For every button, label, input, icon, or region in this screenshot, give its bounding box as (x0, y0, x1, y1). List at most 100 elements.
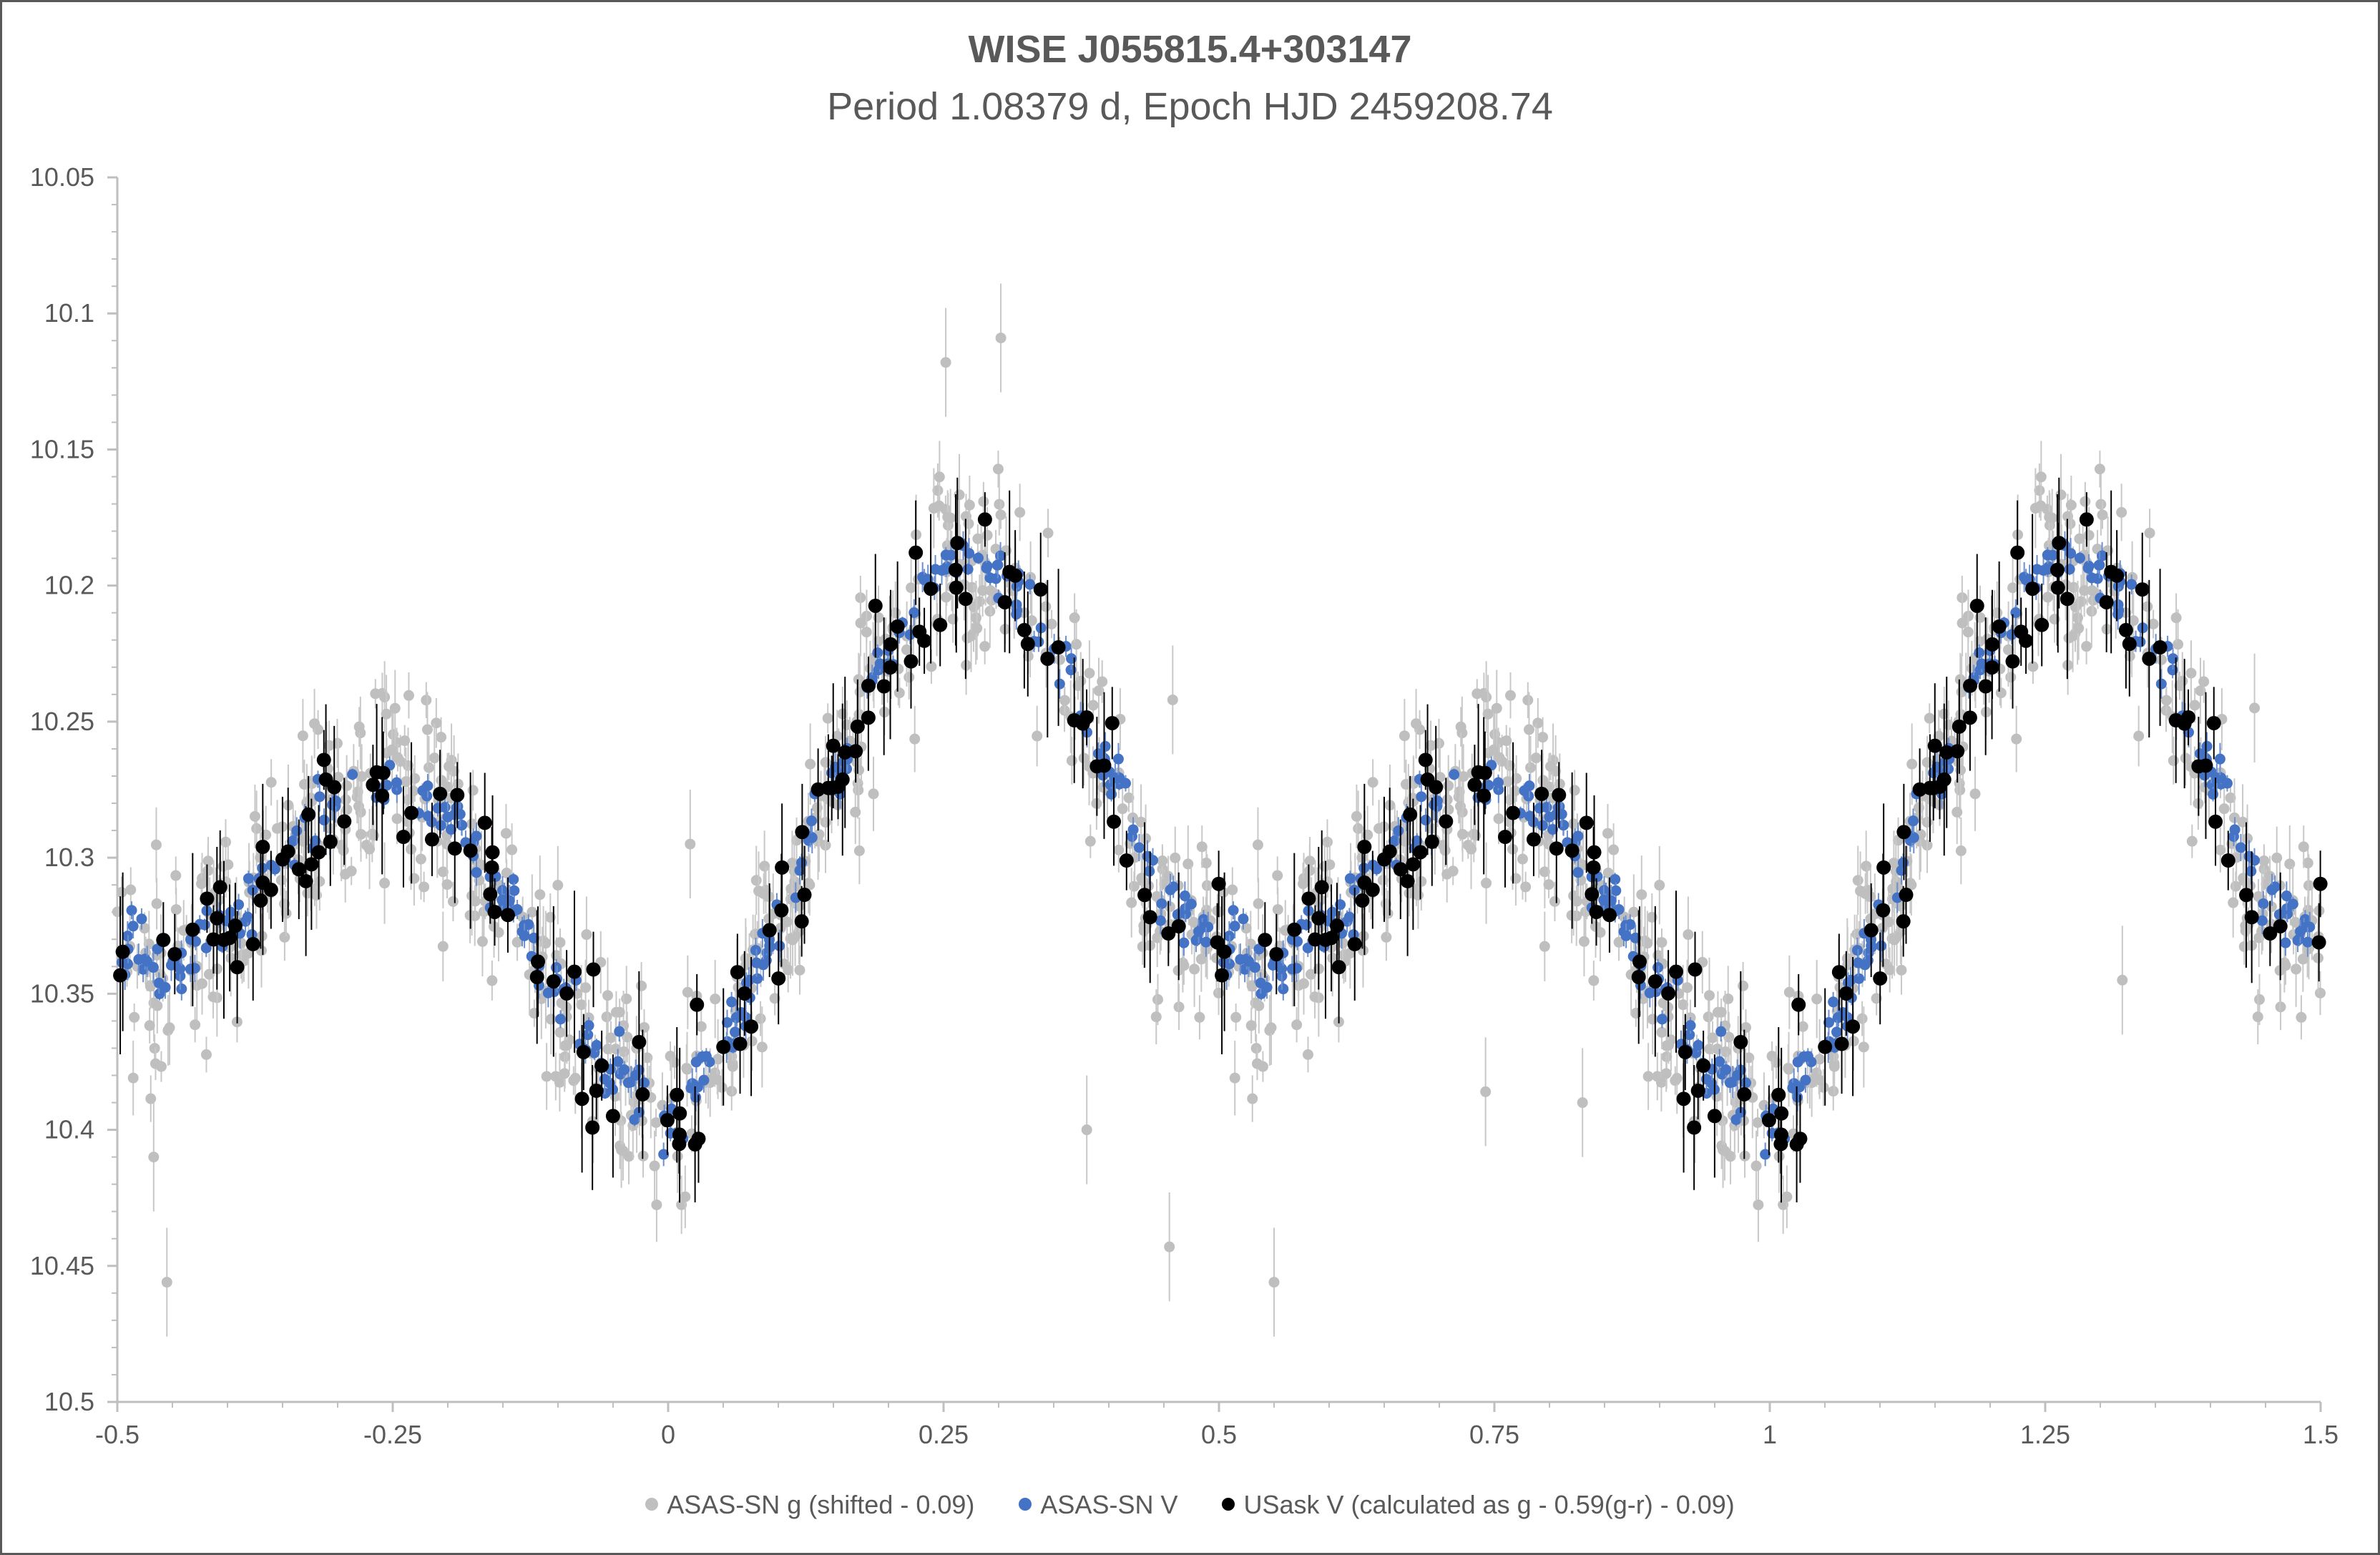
data-point (2116, 506, 2127, 518)
data-point (1752, 1117, 1763, 1128)
data-point (1420, 772, 1435, 787)
data-point (2019, 633, 2034, 648)
legend-marker-gray (645, 1498, 659, 1511)
data-point (1110, 772, 1121, 783)
data-point (1196, 841, 1208, 853)
data-point (1040, 601, 1052, 612)
data-point (1381, 931, 1392, 943)
data-point (1556, 808, 1567, 820)
data-point (1572, 867, 1584, 878)
data-point (202, 855, 214, 867)
data-point (2144, 527, 2155, 539)
data-point (471, 830, 482, 842)
data-point (1620, 930, 1632, 941)
data-point (903, 654, 919, 669)
data-point (2148, 618, 2159, 629)
data-point (436, 732, 447, 743)
series-usask-v (113, 477, 2328, 1203)
data-point (446, 824, 457, 835)
data-point (1789, 1137, 1804, 1152)
data-point (1927, 738, 1942, 753)
data-point (1480, 1086, 1492, 1097)
data-point (1291, 1019, 1303, 1031)
data-point (265, 777, 277, 788)
data-point (1547, 824, 1559, 835)
data-point (437, 941, 449, 952)
data-point (217, 860, 229, 872)
data-point (774, 903, 789, 918)
data-point (1033, 582, 1048, 597)
data-point (316, 752, 331, 767)
data-point (1963, 678, 1978, 693)
data-point (992, 463, 1004, 475)
data-point (1632, 954, 1647, 969)
data-point (948, 562, 963, 577)
data-point (1272, 870, 1283, 881)
data-point (614, 1026, 625, 1037)
data-point (2225, 792, 2236, 803)
y-tick-label: 10.4 (44, 1115, 94, 1144)
data-point (650, 1117, 662, 1128)
data-point (403, 690, 414, 701)
data-point (1100, 740, 1111, 752)
data-point (1783, 1064, 1795, 1075)
data-point (1671, 1072, 1683, 1084)
data-point (1678, 1044, 1693, 1059)
data-point (400, 776, 411, 788)
data-point (2170, 612, 2182, 624)
legend: ASAS-SN g (shifted - 0.09) ASAS-SN V USa… (0, 1490, 2380, 1520)
data-point (2168, 755, 2179, 766)
data-point (1704, 990, 1715, 1001)
data-point (1896, 964, 1907, 976)
data-point (758, 888, 770, 899)
data-point (506, 844, 518, 855)
data-point (1188, 916, 1200, 928)
data-point (1069, 612, 1080, 624)
data-point (392, 752, 403, 763)
data-point (1818, 1081, 1829, 1093)
data-point (619, 1064, 630, 1075)
data-point (1873, 971, 1888, 986)
data-point (1355, 893, 1370, 908)
data-point (2110, 568, 2125, 583)
data-point (2198, 676, 2210, 687)
data-point (127, 1072, 139, 1084)
data-point (164, 1022, 175, 1034)
data-point (1033, 636, 1044, 647)
data-point (2273, 918, 2288, 933)
data-point (906, 582, 917, 594)
y-tick-label: 10.5 (44, 1387, 94, 1416)
data-point (486, 975, 498, 986)
data-point (2064, 564, 2075, 575)
data-point (1261, 981, 1273, 993)
data-point (1610, 873, 1621, 885)
data-point (1848, 1036, 1859, 1047)
data-point (2189, 700, 2200, 711)
data-point (1477, 788, 1492, 803)
data-point (594, 1058, 609, 1073)
data-point (601, 1011, 612, 1023)
data-point (1194, 1011, 1205, 1023)
data-point (1860, 888, 1871, 899)
data-point (1579, 815, 1594, 830)
data-point (1117, 803, 1128, 815)
data-point (433, 786, 448, 801)
data-point (1544, 811, 1555, 823)
data-point (1066, 755, 1077, 766)
data-point (1828, 1051, 1839, 1062)
data-point (1678, 999, 1689, 1011)
data-point (804, 879, 816, 891)
data-point (388, 729, 399, 740)
data-point (665, 1051, 676, 1062)
data-point (805, 815, 817, 827)
data-point (569, 1072, 581, 1084)
data-point (740, 977, 752, 989)
data-point (399, 735, 411, 747)
data-point (1696, 1058, 1711, 1073)
data-point (129, 1011, 140, 1023)
data-point (1024, 579, 1036, 590)
data-point (874, 658, 886, 669)
data-point (917, 633, 932, 648)
data-point (379, 878, 391, 889)
data-point (1329, 918, 1344, 933)
